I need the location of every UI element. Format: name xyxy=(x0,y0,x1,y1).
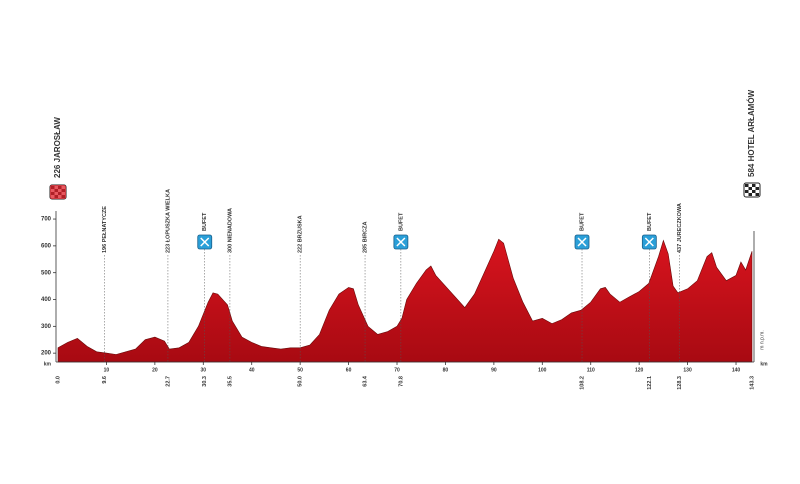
x-tick-label: 70 xyxy=(394,367,400,373)
finish-label: 584 HOTEL ARŁAMÓW xyxy=(747,89,756,177)
flag-square xyxy=(748,193,752,196)
elevation-area xyxy=(57,238,753,363)
x-unit: km xyxy=(44,361,52,367)
km-label: 63.4 xyxy=(362,375,368,387)
x-tick-label: 60 xyxy=(346,367,352,373)
x-tick-label: 120 xyxy=(635,367,644,373)
waypoint-label: BUFET xyxy=(202,212,208,231)
x-tick-label: 110 xyxy=(587,367,595,373)
km-label: 35.5 xyxy=(227,376,233,387)
km-label: 143.3 xyxy=(749,376,755,390)
waypoint-label: 196 PEŁNATYCZE xyxy=(102,206,108,253)
km-label: 22.7 xyxy=(165,376,171,387)
waypoint-label: BUFET xyxy=(579,212,585,231)
waypoint-label: 437 JURECZKOWA xyxy=(677,203,683,253)
waypoint-label: 223 ŁOPUSZKA WIELKA xyxy=(165,189,171,253)
waypoint-label: BUFET xyxy=(647,212,653,231)
x-tick-label: 30 xyxy=(201,367,207,373)
x-tick-label: 50 xyxy=(297,367,303,373)
x-tick-label: 90 xyxy=(491,367,497,373)
waypoint-label: BUFET xyxy=(398,212,404,231)
x-tick-label: 140 xyxy=(732,367,741,373)
x-tick-label: 130 xyxy=(683,367,692,373)
waypoint-label: 300 NIENADOWA xyxy=(227,208,233,253)
feed-icon-cutlery xyxy=(396,237,406,247)
waypoint-label: 285 BIRCZA xyxy=(362,221,368,253)
y-unit: m n.p.m. xyxy=(759,330,765,349)
km-label: 9.6 xyxy=(102,376,108,384)
x-tick-label: 40 xyxy=(249,367,255,373)
km-label: 50.0 xyxy=(298,376,304,387)
y-tick-label: 300 xyxy=(41,324,52,330)
x-tick-label: 80 xyxy=(443,367,449,373)
km-label: 108.2 xyxy=(579,376,585,390)
start-flag-tint xyxy=(50,185,66,199)
km-label: 0.0 xyxy=(55,376,61,384)
flag-square xyxy=(755,187,759,190)
y-tick-label: 500 xyxy=(41,270,52,276)
y-tick-label: 600 xyxy=(41,243,52,249)
km-label: 30.3 xyxy=(202,376,208,387)
waypoint-label: 222 BRZUSKA xyxy=(298,215,304,253)
x-tick-label: 10 xyxy=(104,367,110,373)
km-label: 122.1 xyxy=(647,376,653,390)
y-tick-label: 700 xyxy=(41,217,52,223)
y-tick-label: 400 xyxy=(41,297,52,303)
flag-square xyxy=(748,187,752,190)
feed-icon-cutlery xyxy=(577,237,587,247)
y-tick-label: 200 xyxy=(41,351,52,357)
x-unit: km xyxy=(760,361,768,367)
feed-icon-cutlery xyxy=(644,237,654,247)
flag-square xyxy=(755,193,759,196)
x-tick-label: 100 xyxy=(538,367,547,373)
km-label: 70.8 xyxy=(398,376,404,387)
start-label: 226 JAROSŁAW xyxy=(53,117,62,178)
feed-icon-cutlery xyxy=(200,237,210,247)
km-label: 128.3 xyxy=(677,376,683,390)
flag-square xyxy=(745,184,749,187)
flag-square xyxy=(745,190,749,193)
flag-square xyxy=(752,184,756,187)
flag-square xyxy=(752,190,756,193)
x-tick-label: 20 xyxy=(152,367,158,373)
